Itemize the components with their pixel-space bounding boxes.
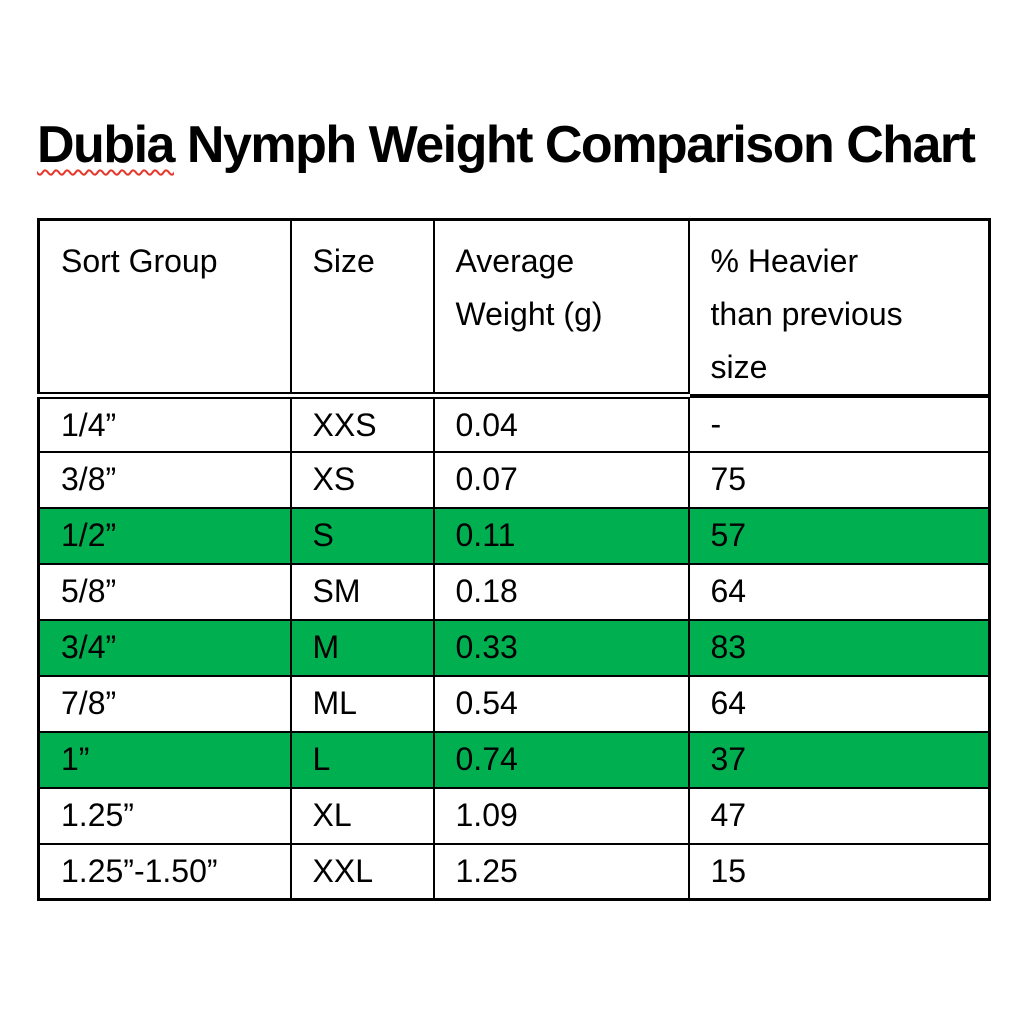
cell-sort-group: 1.25” [37,786,292,845]
cell-sort-group: 3/4” [37,618,292,677]
cell-size: ML [289,674,435,733]
cell-avg-weight: 0.07 [432,450,690,509]
cell-sort-group: 7/8” [37,674,292,733]
cell-size: L [289,730,435,789]
cell-size: S [289,506,435,565]
cell-sort-group: 5/8” [37,562,292,621]
cell-pct-heavier: 64 [687,674,991,733]
cell-avg-weight: 0.33 [432,618,690,677]
header-row: Sort Group Size Average Weight (g) % Hea… [37,218,991,400]
cell-sort-group: 1.25”-1.50” [37,842,292,901]
cell-pct-heavier: 75 [687,450,991,509]
cell-pct-heavier: - [687,394,991,453]
table-row: 3/4” M 0.33 83 [37,618,991,677]
cell-size: SM [289,562,435,621]
col-header-sort-group: Sort Group [37,218,292,400]
cell-pct-heavier: 64 [687,562,991,621]
cell-size: XXL [289,842,435,901]
page: Dubia Nymph Weight Comparison Chart Sort… [37,116,1024,902]
title-misspelled-word: Dubia [37,116,175,174]
table-row: 5/8” SM 0.18 64 [37,562,991,621]
cell-avg-weight: 0.11 [432,506,690,565]
cell-avg-weight: 0.18 [432,562,690,621]
cell-pct-heavier: 37 [687,730,991,789]
table-row: 1” L 0.74 37 [37,730,991,789]
cell-pct-heavier: 47 [687,786,991,845]
weight-comparison-table: Sort Group Size Average Weight (g) % Hea… [37,217,991,902]
cell-pct-heavier: 15 [687,842,991,901]
table-row: 1.25” XL 1.09 47 [37,786,991,845]
col-header-percent-heavier: % Heavier than previous size [687,218,991,398]
cell-avg-weight: 0.74 [432,730,690,789]
cell-avg-weight: 1.25 [432,842,690,901]
table-body: 1/4” XXS 0.04 - 3/8” XS 0.07 75 1/2” S 0… [37,394,991,901]
cell-sort-group: 1” [37,730,292,789]
cell-size: XL [289,786,435,845]
title-rest: Nymph Weight Comparison Chart [173,116,976,174]
cell-pct-heavier: 57 [687,506,991,565]
cell-sort-group: 1/4” [37,394,292,453]
cell-avg-weight: 1.09 [432,786,690,845]
cell-avg-weight: 0.04 [432,394,690,453]
cell-size: XS [289,450,435,509]
cell-sort-group: 3/8” [37,450,292,509]
table-row: 1/2” S 0.11 57 [37,506,991,565]
table-row: 7/8” ML 0.54 64 [37,674,991,733]
table-row: 1/4” XXS 0.04 - [37,394,991,453]
cell-size: XXS [289,394,435,453]
cell-pct-heavier: 83 [687,618,991,677]
page-title: Dubia Nymph Weight Comparison Chart [37,116,1024,176]
cell-sort-group: 1/2” [37,506,292,565]
table-row: 1.25”-1.50” XXL 1.25 15 [37,842,991,901]
cell-avg-weight: 0.54 [432,674,690,733]
cell-size: M [289,618,435,677]
col-header-average-weight: Average Weight (g) [432,218,690,400]
table-row: 3/8” XS 0.07 75 [37,450,991,509]
col-header-size: Size [289,218,435,400]
